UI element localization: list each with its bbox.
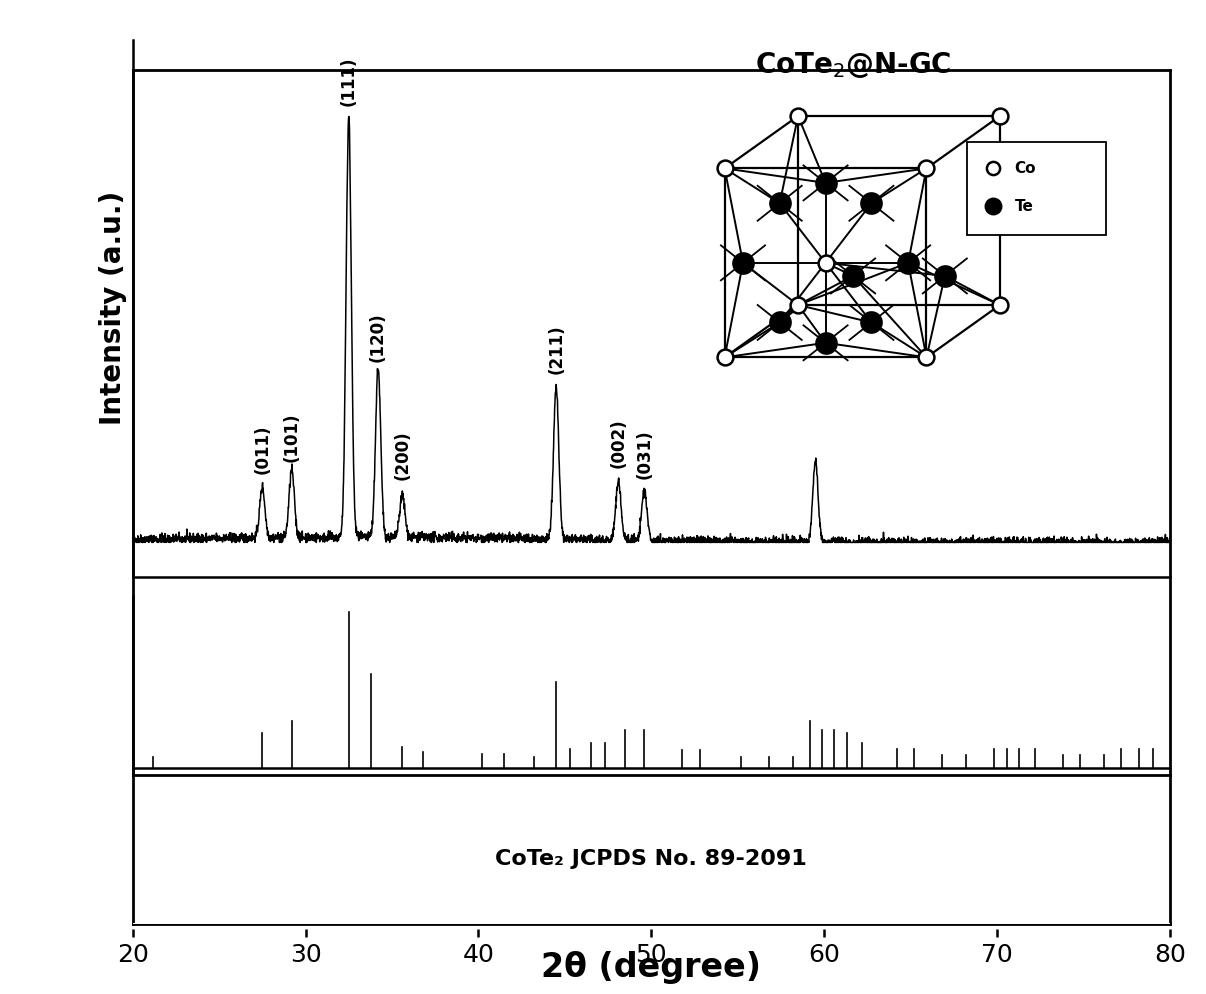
Text: 2θ (degree): 2θ (degree): [541, 951, 761, 984]
Text: CoTe$_2$@N-GC: CoTe$_2$@N-GC: [755, 51, 952, 81]
Text: (002): (002): [609, 418, 627, 468]
Text: (211): (211): [548, 324, 566, 374]
Text: (111): (111): [340, 57, 358, 106]
Text: CoTe₂ JCPDS No. 89-2091: CoTe₂ JCPDS No. 89-2091: [496, 849, 807, 869]
Text: (031): (031): [636, 429, 654, 479]
Text: (101): (101): [282, 413, 300, 462]
Text: (011): (011): [253, 424, 271, 474]
Text: (200): (200): [393, 430, 411, 480]
Text: (120): (120): [369, 312, 387, 362]
Y-axis label: Intensity (a.u.): Intensity (a.u.): [99, 191, 127, 425]
